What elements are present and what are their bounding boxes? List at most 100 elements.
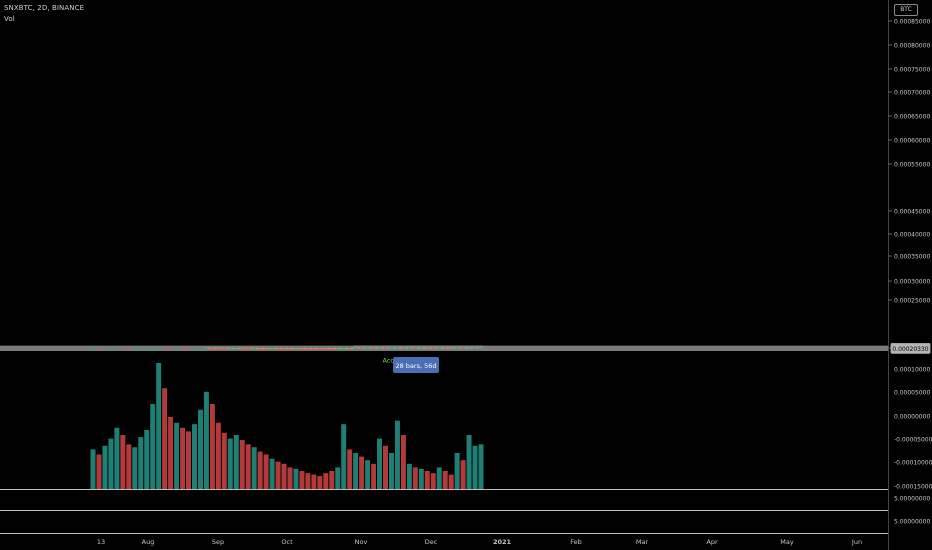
price-tick-label-3: 0.00070000 (894, 90, 930, 97)
volume-bar-29 (263, 454, 269, 489)
candle-30 (270, 348, 274, 350)
candle-14 (174, 348, 179, 350)
candle-59 (443, 348, 447, 350)
candle-29 (264, 348, 268, 350)
candle-body-26 (246, 348, 250, 350)
volume-bar-45 (359, 456, 365, 489)
volume-bar-38 (317, 476, 323, 489)
volume-bar-21 (215, 422, 221, 489)
volume-bar-49 (382, 445, 388, 489)
candle-body-48 (377, 348, 382, 350)
candle-48 (377, 348, 382, 350)
candle-60 (449, 348, 453, 350)
candle-body-0 (91, 348, 95, 350)
candle-body-6 (127, 348, 131, 350)
volume-bar-56 (424, 471, 430, 489)
candle-body-17 (192, 348, 197, 350)
volume-bar-28 (257, 451, 263, 489)
candle-body-61 (455, 348, 459, 350)
candle-35 (300, 348, 304, 350)
candle-54 (413, 348, 418, 350)
candle-3 (109, 348, 113, 350)
volume-bar-46 (365, 460, 371, 489)
price-axis[interactable]: 0.00085000 0.00080000 0.00075000 0.00070000… (888, 0, 932, 550)
volume-bar-26 (245, 444, 251, 489)
candle-body-44 (353, 348, 358, 350)
price-tick-label-10: 0.00030000 (894, 279, 930, 286)
candle-27 (252, 348, 256, 350)
volume-bar-47 (371, 463, 377, 489)
currency-badge[interactable]: BTC (894, 4, 918, 16)
time-label-5: Dec (425, 538, 438, 546)
range-badge-box (393, 357, 439, 373)
candle-body-3 (109, 348, 113, 350)
volume-bar-0 (90, 449, 96, 489)
candle-5 (121, 348, 125, 350)
candle-body-31 (276, 348, 280, 350)
pane-separators (0, 489, 888, 534)
volume-bar-15 (180, 427, 186, 489)
volume-bar-19 (203, 391, 209, 489)
level-label-7: 0.00020330 (892, 346, 928, 353)
time-label-1: Aug (142, 538, 155, 546)
candle-15 (180, 348, 185, 350)
candle-45 (359, 348, 364, 350)
volume-bar-34 (293, 468, 299, 489)
volume-bar-41 (335, 467, 341, 489)
volume-bar-35 (299, 471, 305, 489)
candle-56 (425, 348, 430, 350)
volume-bar-58 (436, 467, 442, 489)
candle-body-10 (150, 348, 155, 350)
price-tick-label-1: 0.00080000 (894, 43, 930, 50)
candle-12 (162, 348, 167, 350)
candle-64 (473, 348, 477, 350)
candle-body-57 (431, 348, 436, 350)
candle-40 (329, 348, 334, 350)
volume-bar-36 (305, 473, 311, 489)
candle-49 (383, 348, 388, 350)
candle-body-49 (383, 348, 388, 350)
candle-body-63 (467, 348, 471, 350)
candle-37 (312, 348, 316, 350)
volume-bar-40 (329, 471, 335, 489)
volume-bar-2 (102, 445, 108, 489)
volume-bar-14 (174, 422, 180, 489)
candle-body-51 (395, 348, 400, 350)
candle-26 (246, 348, 250, 350)
date-range-measure: 28 bars, 56d (353, 345, 483, 373)
candle-63 (467, 348, 471, 350)
candle-23 (228, 348, 233, 350)
candle-body-29 (264, 348, 268, 350)
candle-body-4 (115, 348, 119, 350)
volume-bar-18 (197, 409, 203, 489)
candle-17 (192, 348, 197, 350)
candle-body-13 (168, 348, 173, 350)
candle-body-27 (252, 348, 256, 350)
volume-bar-20 (209, 404, 215, 489)
time-label-3: Oct (281, 538, 293, 546)
candle-body-53 (407, 348, 412, 350)
candle-body-28 (258, 348, 262, 350)
volume-bar-27 (251, 447, 257, 489)
candle-body-34 (294, 348, 298, 350)
volume-bar-4 (114, 427, 120, 489)
lower-tick-label-0: 5.00000000 (894, 496, 930, 503)
candle-body-19 (204, 348, 209, 350)
volume-tick-label-0: 0.00010000 (894, 367, 930, 374)
candle-body-47 (371, 348, 376, 350)
candle-body-65 (479, 348, 483, 350)
price-tick-label-6: 0.00055000 (894, 162, 930, 169)
volume-tick-label-1: 0.00005000 (894, 390, 930, 397)
candle-33 (288, 348, 292, 350)
volume-indicator-label[interactable]: Vol (4, 15, 15, 23)
candle-18 (198, 348, 203, 350)
candle-body-9 (144, 348, 149, 350)
time-axis[interactable]: 13 Aug Sep Oct Nov Dec 2021 Feb Mar Apr May Jun (97, 538, 862, 546)
price-tick-label-4: 0.00065000 (894, 114, 930, 121)
volume-bar-12 (162, 388, 168, 489)
candle-52 (401, 348, 406, 350)
candle-body-21 (216, 348, 221, 350)
candle-body-30 (270, 348, 274, 350)
volume-bar-31 (275, 461, 281, 489)
